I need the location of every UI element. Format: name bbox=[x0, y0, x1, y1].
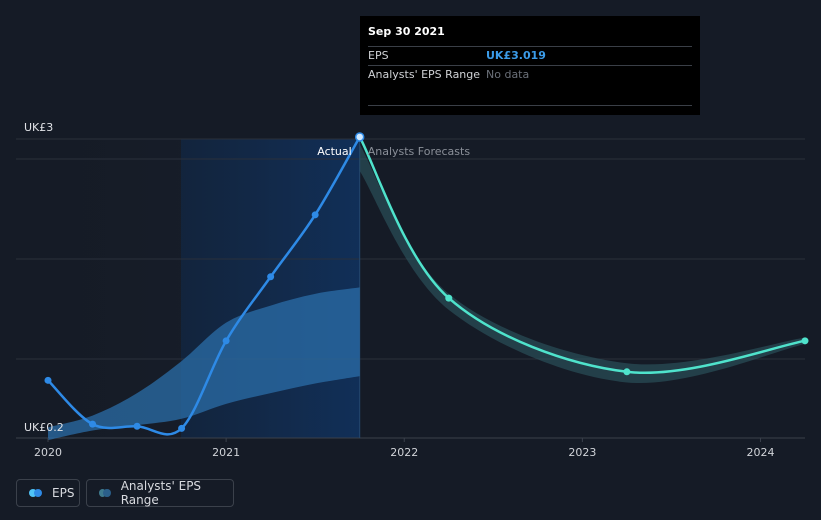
legend-eps-label: EPS bbox=[52, 486, 75, 500]
tooltip: Sep 30 2021 EPS UK£3.019 Analysts' EPS R… bbox=[360, 16, 700, 115]
tooltip-eps-value: UK£3.019 bbox=[486, 49, 546, 62]
analyst-range-band-past bbox=[48, 287, 360, 441]
tooltip-range-value: No data bbox=[486, 68, 530, 81]
actual-label: Actual bbox=[317, 145, 351, 158]
tooltip-eps-label: EPS bbox=[368, 49, 389, 62]
eps-actual-point bbox=[44, 376, 52, 384]
eps-legend-dot-icon bbox=[29, 489, 37, 497]
analyst-range-band-future bbox=[359, 144, 805, 384]
tooltip-range-label: Analysts' EPS Range bbox=[368, 68, 481, 81]
forecast-label: Analysts Forecasts bbox=[368, 145, 471, 158]
tooltip-date: Sep 30 2021 bbox=[368, 25, 445, 38]
range-legend-dot-icon bbox=[99, 489, 107, 497]
eps-forecast-point bbox=[445, 294, 453, 302]
eps-actual-point bbox=[354, 132, 365, 142]
x-tick-label: 2024 bbox=[746, 446, 774, 459]
eps-actual-point bbox=[89, 420, 97, 428]
x-tick-label: 2021 bbox=[212, 446, 240, 459]
y-label-bottom: UK£0.2 bbox=[24, 421, 64, 434]
eps-legend-dot-icon bbox=[34, 489, 42, 497]
x-tick-label: 2023 bbox=[568, 446, 596, 459]
range-legend-dot-icon bbox=[103, 489, 111, 497]
eps-actual-point bbox=[222, 337, 230, 345]
eps-actual-point bbox=[311, 211, 319, 219]
eps-actual-point bbox=[178, 424, 186, 432]
legend-eps[interactable]: EPS bbox=[16, 479, 80, 507]
tooltip-eps-row: EPS UK£3.019 bbox=[368, 46, 692, 65]
y-label-top: UK£3 bbox=[24, 121, 53, 134]
eps-actual-point bbox=[267, 273, 275, 281]
legend-analysts-range[interactable]: Analysts' EPS Range bbox=[86, 479, 234, 507]
eps-forecast-point bbox=[623, 368, 631, 376]
tooltip-range-row: Analysts' EPS Range No data bbox=[368, 65, 692, 84]
eps-forecast-line bbox=[358, 136, 806, 374]
x-tick-label: 2020 bbox=[34, 446, 62, 459]
eps-forecast-point bbox=[801, 337, 809, 345]
legend-range-label: Analysts' EPS Range bbox=[120, 479, 202, 507]
x-tick-label: 2022 bbox=[390, 446, 418, 459]
tooltip-divider bbox=[368, 105, 692, 106]
eps-actual-point bbox=[133, 422, 141, 430]
